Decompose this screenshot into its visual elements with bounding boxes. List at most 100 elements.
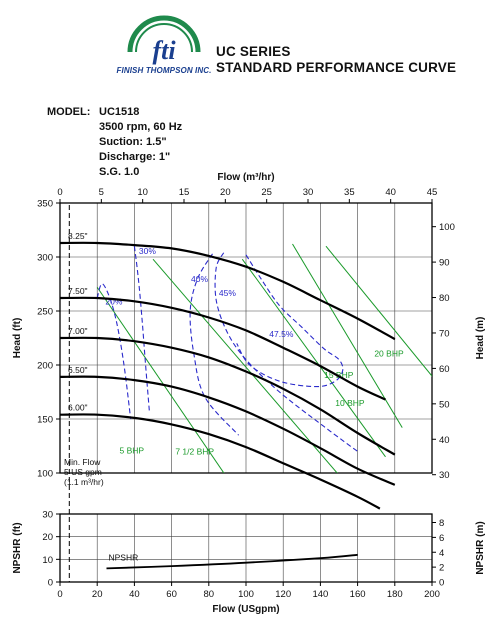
y-right-tick-label: 50 — [439, 399, 450, 410]
x-top-tick-label: 35 — [344, 187, 355, 198]
bhp-line — [241, 258, 386, 458]
y-right-tick-label: 60 — [439, 364, 450, 375]
npshr-curve — [106, 553, 358, 570]
npshr-label: NPSHR — [109, 552, 139, 562]
y-npshr-right-tick-label: 2 — [439, 563, 444, 574]
min-flow-label: (1.1 m³/hr) — [64, 477, 104, 487]
x-top-tick-label: 5 — [99, 187, 104, 198]
page-title: UC SERIES STANDARD PERFORMANCE CURVE — [216, 44, 456, 76]
y-left-tick-label: 100 — [37, 469, 53, 480]
y-npshr-left-tick-label: 30 — [42, 510, 53, 521]
title-line-1: UC SERIES — [216, 44, 291, 59]
impeller-label: 6.00" — [68, 403, 88, 413]
x-bottom-tick-label: 20 — [92, 589, 103, 600]
y-left-tick-label: 250 — [37, 307, 53, 318]
x-bottom-tick-label: 200 — [424, 589, 440, 600]
bhp-label: 15 BHP — [324, 370, 354, 380]
y-npshr-left-tick-label: 0 — [48, 578, 53, 589]
x-top-axis-label: Flow (m³/hr) — [217, 172, 274, 183]
logo-text: fti — [152, 36, 176, 65]
bhp-label: 7 1/2 BHP — [175, 447, 214, 457]
impeller-label: 7.00" — [68, 326, 88, 336]
bhp-line — [96, 286, 225, 473]
impeller-label: 8.25" — [68, 231, 88, 241]
impeller-label: 7.50" — [68, 286, 88, 296]
y-right-tick-label: 40 — [439, 435, 450, 446]
head-curve — [59, 413, 381, 510]
model-sg: S.G. 1.0 — [99, 166, 140, 178]
y-right-tick-label: 70 — [439, 328, 450, 339]
impeller-label: 6.50" — [68, 365, 88, 375]
model-value: UC1518 — [99, 106, 140, 118]
y-npshr-right-tick-label: 6 — [439, 533, 444, 544]
bhp-label: 5 BHP — [120, 446, 145, 456]
x-bottom-tick-label: 60 — [166, 589, 177, 600]
x-bottom-tick-label: 180 — [387, 589, 403, 600]
x-bottom-tick-label: 0 — [57, 589, 62, 600]
bhp-line — [292, 243, 403, 428]
efficiency-label: 47.5% — [269, 329, 294, 339]
head-curve — [59, 296, 386, 401]
min-flow-label: 5 US gpm — [64, 467, 102, 477]
bhp-label: 20 BHP — [374, 348, 404, 358]
x-bottom-tick-label: 140 — [312, 589, 328, 600]
x-bottom-tick-label: 160 — [350, 589, 366, 600]
head-curve — [59, 336, 396, 456]
bhp-line — [325, 245, 432, 377]
y-npshr-right-axis-label: NPSHR (m) — [475, 521, 486, 574]
y-left-tick-label: 350 — [37, 199, 53, 210]
y-npshr-left-tick-label: 10 — [42, 555, 53, 566]
efficiency-curve — [214, 252, 358, 452]
efficiency-curve — [96, 283, 132, 420]
model-speed: 3500 rpm, 60 Hz — [99, 121, 183, 133]
efficiency-label: 30% — [139, 246, 156, 256]
y-right-tick-label: 80 — [439, 293, 450, 304]
model-suction: Suction: 1.5" — [99, 136, 167, 148]
efficiency-label: 20% — [105, 297, 122, 307]
x-top-tick-label: 20 — [220, 187, 231, 198]
y-npshr-left-axis-label: NPSHR (ft) — [12, 522, 23, 573]
x-top-tick-label: 45 — [427, 187, 438, 198]
x-top-tick-label: 25 — [261, 187, 272, 198]
x-bottom-tick-label: 100 — [238, 589, 254, 600]
efficiency-curve — [189, 253, 240, 436]
efficiency-label: 45% — [219, 288, 236, 298]
y-left-tick-label: 150 — [37, 415, 53, 426]
x-top-tick-label: 10 — [137, 187, 148, 198]
x-bottom-tick-label: 40 — [129, 589, 140, 600]
y-right-tick-label: 30 — [439, 470, 450, 481]
bhp-line — [152, 258, 338, 473]
title-line-2: STANDARD PERFORMANCE CURVE — [216, 60, 457, 75]
model-discharge: Discharge: 1" — [99, 151, 171, 163]
y-left-tick-label: 300 — [37, 253, 53, 264]
bhp-label: 10 BHP — [335, 398, 365, 408]
y-npshr-right-tick-label: 8 — [439, 518, 444, 529]
x-top-tick-label: 40 — [385, 187, 396, 198]
y-npshr-right-tick-label: 0 — [439, 578, 444, 589]
y-right-axis-label: Head (m) — [475, 317, 486, 360]
model-info: MODEL: UC1518 3500 rpm, 60 Hz Suction: 1.… — [47, 105, 182, 180]
x-bottom-tick-label: 80 — [204, 589, 215, 600]
x-bottom-axis-label: Flow (USgpm) — [212, 604, 279, 615]
x-bottom-tick-label: 120 — [275, 589, 291, 600]
min-flow-label: Min. Flow — [64, 457, 101, 467]
brand-name: FINISH THOMPSON INC. — [116, 66, 212, 75]
y-right-tick-label: 100 — [439, 222, 455, 233]
model-label: MODEL: — [47, 106, 91, 118]
x-top-tick-label: 0 — [57, 187, 62, 198]
x-top-tick-label: 15 — [179, 187, 190, 198]
head-curve — [59, 375, 396, 486]
y-left-axis-label: Head (ft) — [12, 318, 23, 359]
efficiency-curve — [236, 254, 344, 388]
y-right-tick-label: 90 — [439, 258, 450, 269]
y-npshr-right-tick-label: 4 — [439, 548, 444, 559]
efficiency-label: 40% — [191, 274, 208, 284]
head-curve — [59, 241, 396, 341]
company-logo: fti FINISH THOMPSON INC. — [108, 12, 220, 82]
x-top-tick-label: 30 — [303, 187, 314, 198]
efficiency-curve — [133, 246, 150, 411]
y-npshr-left-tick-label: 20 — [42, 532, 53, 543]
y-left-tick-label: 200 — [37, 361, 53, 372]
fti-logo-mark: fti — [127, 15, 201, 65]
